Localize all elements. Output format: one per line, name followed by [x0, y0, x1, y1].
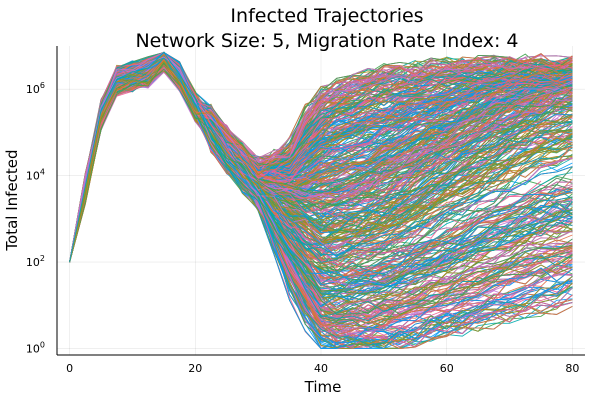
x-tick-label: 0: [66, 362, 73, 375]
trajectory-line: [69, 68, 573, 263]
trajectory-line: [69, 51, 573, 263]
x-tick-labels: 0 20 40 60 80: [66, 362, 579, 375]
x-tick-label: 20: [188, 362, 202, 375]
y-tick-label: 104: [26, 168, 45, 183]
trajectory-line: [69, 55, 573, 263]
trajectory-line: [69, 57, 573, 263]
y-tick-labels: 100 102 104 106: [26, 81, 45, 355]
trajectory-line: [69, 60, 573, 263]
y-tick-label: 102: [26, 254, 45, 269]
y-axis-label: Total Infected: [3, 149, 21, 251]
x-tick-label: 60: [440, 362, 454, 375]
trajectory-line: [69, 51, 573, 263]
trajectory-line: [69, 58, 573, 263]
trajectory-line: [69, 56, 526, 263]
trajectory-line: [69, 60, 557, 263]
chart-subtitle: Network Size: 5, Migration Rate Index: 4: [135, 30, 518, 52]
trajectory-line: [69, 51, 400, 318]
trajectory-line: [69, 52, 573, 272]
x-axis-label: Time: [304, 378, 342, 396]
trajectory-line: [69, 56, 573, 263]
trajectory-line: [69, 51, 573, 263]
chart-title: Infected Trajectories: [230, 5, 423, 27]
y-tick-label: 100: [26, 341, 45, 356]
trajectory-lines: [69, 51, 573, 350]
x-tick-label: 40: [314, 362, 328, 375]
x-tick-label: 80: [565, 362, 579, 375]
trajectory-line: [69, 57, 573, 338]
trajectory-line: [69, 53, 573, 263]
trajectory-line: [69, 57, 510, 263]
trajectory-line: [69, 67, 573, 263]
axes: [56, 46, 585, 356]
trajectory-line: [69, 52, 573, 263]
y-tick-label: 106: [26, 81, 45, 96]
